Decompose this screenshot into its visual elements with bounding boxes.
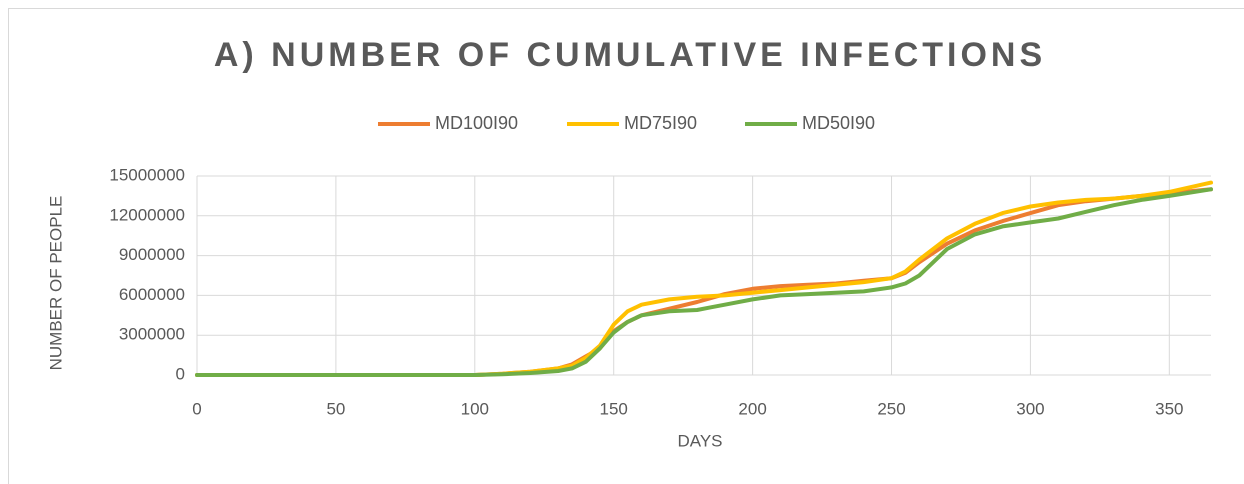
legend-label: MD100I90 [435,113,518,133]
x-tick-label: 250 [877,399,905,418]
x-tick-label: 350 [1155,399,1183,418]
series-line [195,180,1213,377]
x-tick-label: 100 [461,399,489,418]
x-tick-label: 50 [326,399,345,418]
y-tick-label: 0 [176,364,185,383]
x-tick-label: 0 [192,399,201,418]
chart-border [8,8,1244,484]
y-tick-label: 6000000 [119,285,185,304]
x-tick-label: 300 [1016,399,1044,418]
x-axis-title: DAYS [677,431,722,450]
y-tick-label: 12000000 [109,205,185,224]
y-tick-label: 3000000 [119,325,185,344]
series-line [195,187,1213,377]
x-tick-label: 150 [600,399,628,418]
legend-label: MD75I90 [624,113,697,133]
y-axis-title: NUMBER OF PEOPLE [46,196,65,371]
y-tick-label: 9000000 [119,245,185,264]
chart-title: A) NUMBER OF CUMULATIVE INFECTIONS [214,36,1046,74]
y-tick-label: 15000000 [109,165,185,184]
x-tick-label: 200 [738,399,766,418]
legend-label: MD50I90 [802,113,875,133]
